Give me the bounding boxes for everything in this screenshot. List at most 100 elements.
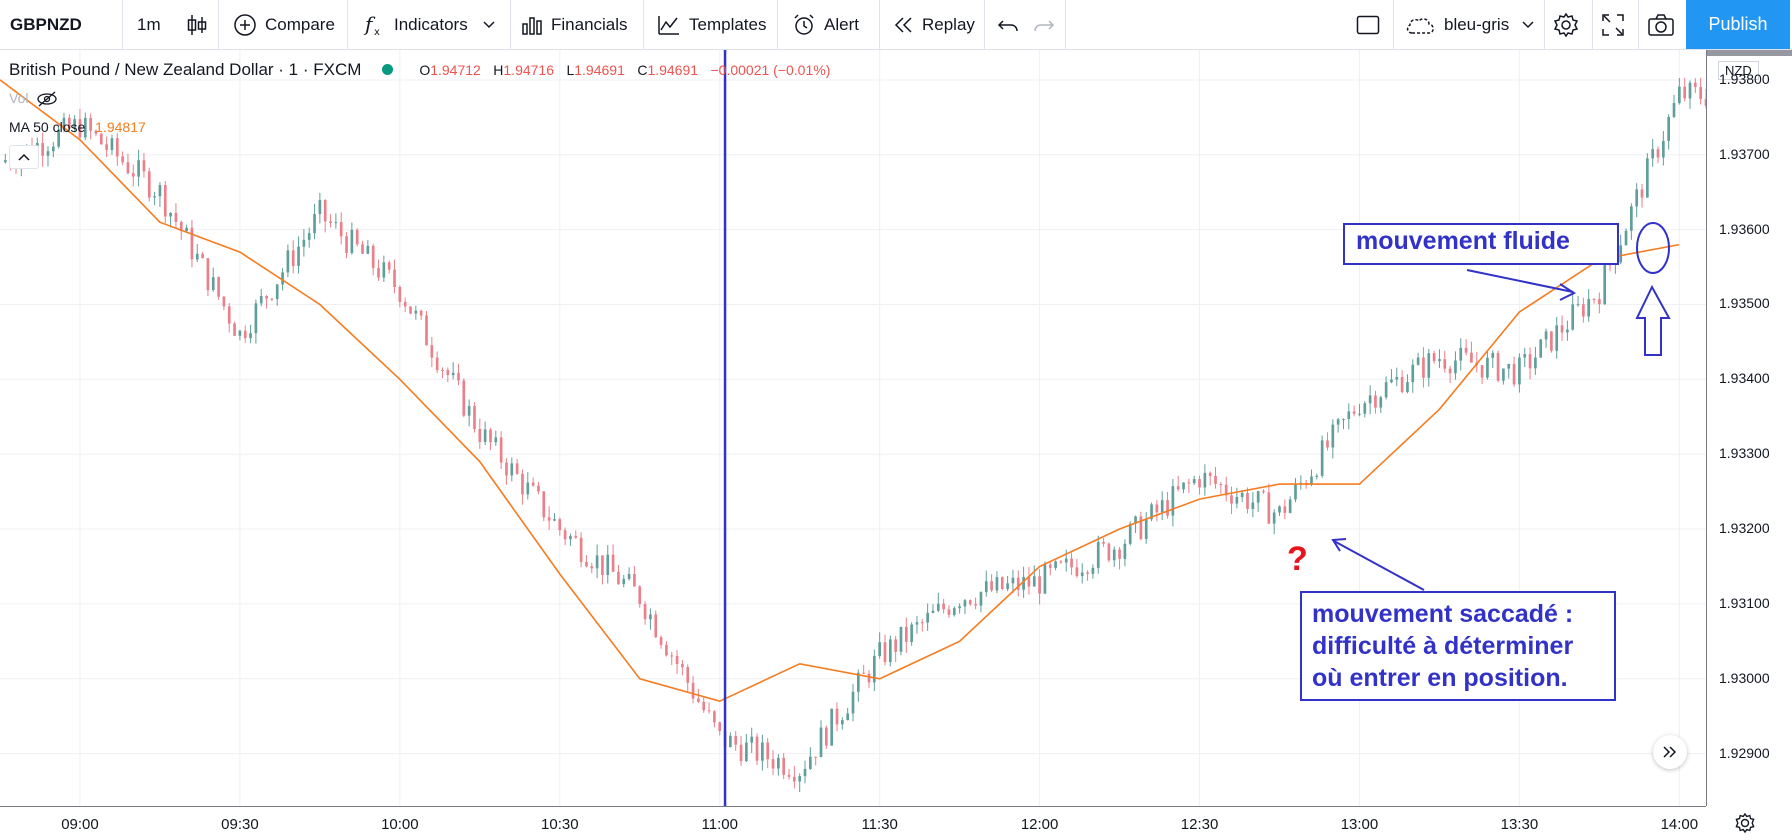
candle-body	[1395, 376, 1399, 380]
candle-body	[904, 626, 908, 642]
candle-body	[675, 655, 679, 664]
templates-button[interactable]: Templates	[657, 0, 766, 49]
candle-body	[334, 222, 338, 224]
compare-label: Compare	[265, 14, 335, 34]
candle-body	[1182, 482, 1185, 490]
candle-body	[888, 639, 892, 663]
candle-body	[1688, 82, 1692, 99]
candle-body	[1571, 304, 1575, 330]
redo-button[interactable]	[1033, 0, 1055, 49]
candle-body	[1059, 561, 1063, 563]
snapshot-button[interactable]	[1647, 0, 1675, 49]
candle-body	[547, 517, 551, 521]
candle-body	[1267, 492, 1271, 524]
candle-body	[952, 608, 956, 615]
time-tick-label: 10:30	[541, 816, 579, 833]
candle-body	[537, 485, 540, 492]
candle-body	[947, 609, 951, 615]
candle-body	[958, 606, 961, 609]
candle-body	[339, 222, 343, 237]
candle-body	[1144, 519, 1148, 539]
ma-legend[interactable]: MA 50 close 1.94817	[9, 119, 146, 135]
candle-body	[398, 287, 402, 302]
candle-body	[430, 345, 434, 358]
price-tick-label: 1.93500	[1719, 295, 1770, 312]
undo-button[interactable]	[997, 0, 1019, 49]
redo-icon	[1034, 19, 1055, 31]
candle-body	[1016, 577, 1020, 590]
collapse-legend-button[interactable]	[9, 145, 39, 169]
high-value: 1.94716	[503, 62, 554, 78]
candle-body	[1064, 558, 1068, 563]
currency-badge[interactable]: NZD	[1718, 61, 1759, 80]
scroll-to-realtime-button[interactable]	[1653, 735, 1687, 769]
candle-body	[1656, 149, 1660, 158]
layout-name-button[interactable]: bleu-gris	[1404, 0, 1535, 49]
alert-button[interactable]: Alert	[792, 0, 859, 49]
publish-button[interactable]: Publish	[1686, 0, 1790, 49]
candle-body	[606, 554, 610, 575]
candle-body	[665, 645, 668, 656]
candle-body	[78, 119, 82, 138]
candle-body	[1086, 572, 1089, 574]
candle-body	[457, 372, 460, 381]
fullscreen-button[interactable]	[1601, 0, 1625, 49]
candle-body	[1128, 523, 1132, 544]
settings-button[interactable]	[1553, 0, 1579, 49]
candle-body	[739, 744, 743, 762]
candle-body	[499, 437, 503, 463]
chevron-down-icon	[483, 20, 495, 28]
settings-gear-icon[interactable]	[1734, 812, 1756, 834]
candle-body	[46, 151, 50, 156]
candle-body	[702, 701, 706, 711]
candle-body	[654, 614, 658, 638]
candle-body	[1427, 353, 1431, 378]
candle-body	[643, 604, 647, 620]
candle-body	[318, 200, 322, 215]
symbol-search-button[interactable]: GBPNZD	[10, 0, 82, 49]
chart-pane[interactable]: British Pound / New Zealand Dollar · 1 ·…	[0, 50, 1706, 806]
candle-body	[345, 236, 348, 254]
time-axis[interactable]: 09:00 09:30 10:00 10:30 11:00 11:30 12:00 12:30…	[0, 806, 1755, 840]
volume-label: Vol	[9, 90, 29, 106]
candle-body	[1352, 411, 1356, 414]
candle-body	[494, 437, 498, 443]
candle-body	[713, 711, 716, 723]
candle-body	[851, 691, 855, 714]
candle-body	[467, 406, 471, 416]
financials-button[interactable]: Financials	[521, 0, 628, 49]
candle-body	[633, 573, 636, 587]
interval-button[interactable]: 1m	[137, 0, 161, 49]
candle-body	[1438, 359, 1441, 362]
eye-crossed-icon[interactable]	[36, 91, 58, 107]
candle-body	[201, 253, 204, 259]
candle-body	[409, 306, 412, 314]
chart-type-button[interactable]	[186, 0, 208, 49]
candle-body	[105, 144, 108, 150]
candle-body	[238, 330, 242, 336]
layout-toggle-button[interactable]	[1356, 0, 1380, 49]
choppy-text-line3: où entrer en position.	[1312, 664, 1568, 692]
compare-button[interactable]: Compare	[233, 0, 335, 49]
candle-body	[1080, 572, 1084, 577]
candle-body	[782, 757, 786, 775]
candle-body	[153, 196, 156, 198]
toolbar-separator	[347, 0, 348, 49]
candle-body	[1400, 376, 1404, 392]
candle-body	[734, 735, 738, 745]
chevron-down-icon	[1522, 20, 1534, 28]
candle-body	[1171, 486, 1175, 516]
time-tick-label: 12:30	[1180, 816, 1219, 833]
replay-button[interactable]: Replay	[892, 0, 975, 49]
candle-body	[1198, 479, 1201, 488]
price-axis[interactable]: NZD 1.93800 1.93700 1.93600 1.93500 1.93400 1…	[1706, 50, 1792, 806]
candle-body	[942, 603, 945, 610]
candle-body	[1006, 583, 1009, 589]
candle-body	[729, 735, 732, 748]
interval-label: 1m	[137, 14, 161, 34]
volume-legend[interactable]: Vol	[9, 90, 58, 107]
toolbar-separator	[1638, 0, 1639, 49]
candle-body	[1518, 357, 1521, 385]
layout-name-label: bleu-gris	[1444, 14, 1510, 34]
